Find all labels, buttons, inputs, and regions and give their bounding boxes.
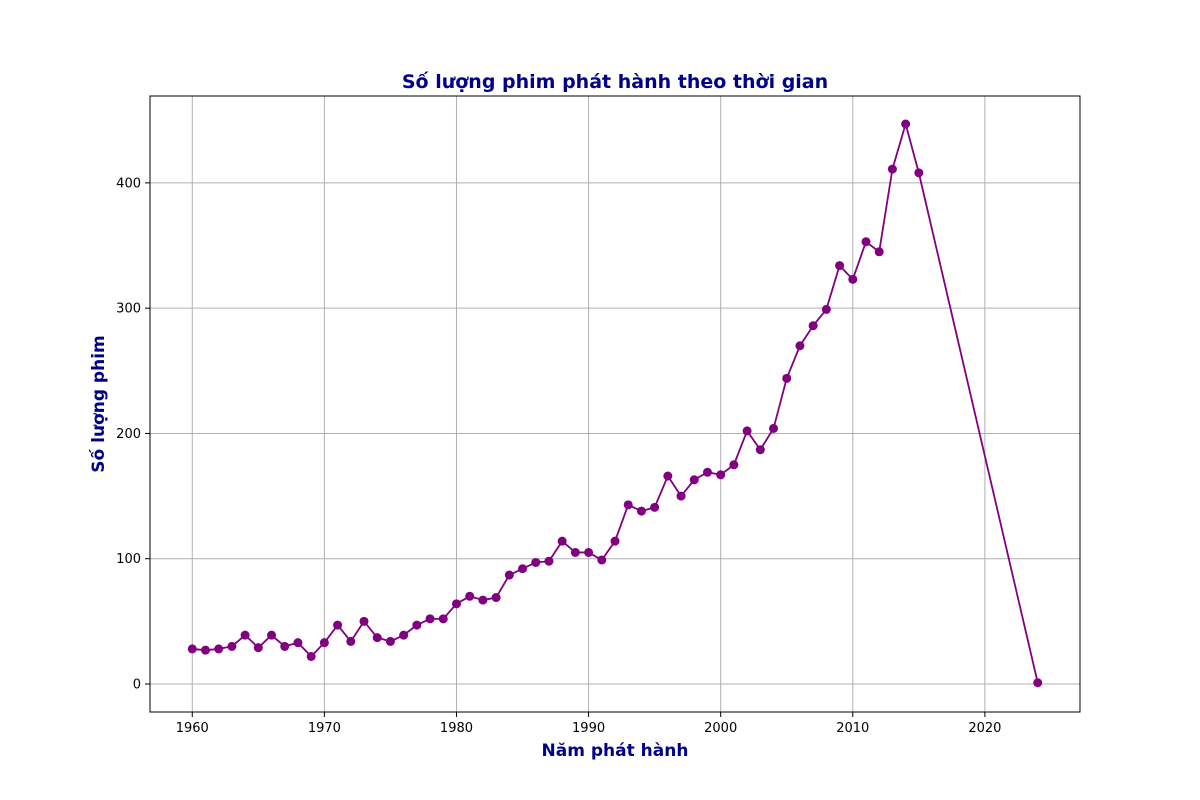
data-point	[319, 638, 329, 648]
data-point	[293, 638, 303, 648]
data-point	[861, 237, 871, 247]
y-tick-label: 400	[116, 176, 141, 191]
y-tick-label: 100	[116, 552, 141, 567]
y-axis-ticks: 0 100 200 300 400	[116, 176, 150, 693]
data-point	[835, 261, 845, 271]
x-axis-ticks: 1960 1970 1980 1990 2000 2010 2020	[176, 712, 1001, 736]
data-point	[716, 470, 726, 480]
data-point	[385, 636, 395, 646]
data-point	[491, 593, 501, 603]
data-point	[808, 321, 818, 331]
data-point	[425, 614, 435, 624]
x-tick-label: 2010	[836, 721, 869, 736]
data-point	[306, 651, 316, 661]
x-axis-label: Năm phát hành	[542, 741, 689, 761]
chart-title: Số lượng phim phát hành theo thời gian	[402, 70, 828, 93]
y-tick-label: 0	[133, 678, 141, 693]
data-point	[333, 620, 343, 630]
data-point	[1033, 678, 1043, 688]
data-series	[187, 119, 1043, 688]
data-point	[280, 641, 290, 651]
data-point	[504, 570, 514, 580]
x-tick-label: 1990	[572, 721, 605, 736]
data-point	[597, 555, 607, 565]
data-point	[650, 502, 660, 512]
data-point	[372, 633, 382, 643]
y-axis-label: Số lượng phim	[88, 335, 109, 472]
x-tick-label: 1960	[176, 721, 209, 736]
data-point	[874, 247, 884, 257]
data-point	[557, 536, 567, 546]
data-point	[663, 471, 673, 481]
data-point	[227, 641, 237, 651]
data-point	[240, 630, 250, 640]
data-point	[359, 616, 369, 626]
data-point	[267, 630, 277, 640]
data-point	[451, 599, 461, 609]
data-point	[438, 614, 448, 624]
plot-frame	[149, 95, 1081, 713]
data-point	[676, 491, 686, 501]
x-tick-label: 2000	[704, 721, 737, 736]
data-point	[412, 620, 422, 630]
y-tick-label: 200	[116, 427, 141, 442]
data-point	[214, 644, 224, 654]
data-point	[531, 557, 541, 567]
x-tick-label: 1980	[440, 721, 473, 736]
data-point	[887, 164, 897, 174]
data-point	[755, 445, 765, 455]
data-point	[729, 460, 739, 470]
data-point	[702, 467, 712, 477]
data-point	[636, 506, 646, 516]
grid	[150, 96, 1080, 712]
data-point	[795, 341, 805, 351]
data-point	[465, 591, 475, 601]
data-point	[848, 274, 858, 284]
data-point	[769, 423, 779, 433]
data-point	[914, 168, 924, 178]
data-point	[584, 547, 594, 557]
data-point	[399, 630, 409, 640]
data-point	[610, 536, 620, 546]
data-point	[187, 644, 197, 654]
data-point	[544, 556, 554, 566]
data-point	[742, 426, 752, 436]
data-point	[518, 564, 528, 574]
data-point	[478, 595, 488, 605]
x-tick-label: 1970	[308, 721, 341, 736]
data-point	[623, 500, 633, 510]
x-tick-label: 2020	[968, 721, 1001, 736]
data-point	[689, 475, 699, 485]
data-point	[200, 645, 210, 655]
data-point	[570, 547, 580, 557]
data-point	[782, 373, 792, 383]
data-point	[901, 119, 911, 129]
data-point	[346, 636, 356, 646]
data-point	[253, 643, 263, 653]
y-tick-label: 300	[116, 302, 141, 317]
data-point	[821, 304, 831, 314]
